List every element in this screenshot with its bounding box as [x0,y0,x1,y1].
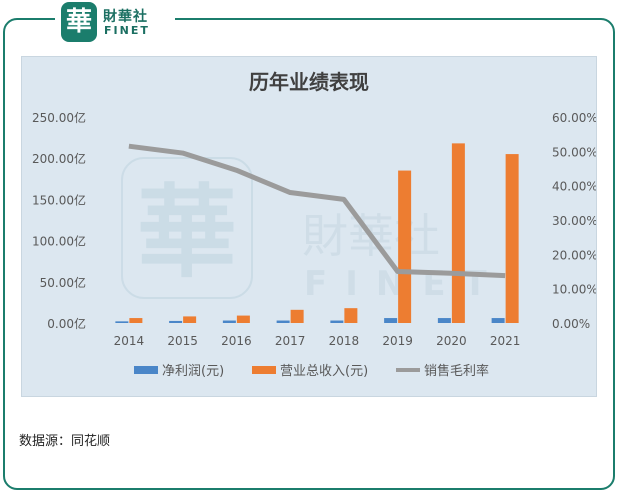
x-tick-label: 2018 [329,334,360,348]
x-tick-label: 2019 [382,334,413,348]
line-series [128,143,506,279]
bar-series [115,143,519,323]
chart-area: 華 財華社 FINET 历年业绩表现 0.00亿 50.00亿 100.00亿 150… [21,56,597,397]
bar-net-profit [491,318,505,323]
y-left-tick-label: 250.00亿 [32,110,86,125]
legend: 净利润(元) 营业总收入(元) 销售毛利率 [134,363,489,379]
y-left-tick-label: 200.00亿 [32,151,86,166]
y-right-tick-label: 50.00% [552,145,596,159]
x-tick-label: 2016 [221,334,252,348]
finet-logo: 華 財華社 FINET [55,0,175,44]
bar-net-profit [384,318,398,323]
bar-net-profit [169,320,183,323]
legend-gross-margin-label: 销售毛利率 [424,363,489,379]
x-tick-label: 2015 [167,334,198,348]
legend-net-profit-swatch [134,366,158,374]
watermark: 華 財華社 FINET [121,157,487,304]
y-left-tick-label: 0.00亿 [47,316,86,331]
x-tick-label: 2017 [275,334,306,348]
bar-revenue [344,308,358,323]
logo-name-en: FINET [104,24,150,37]
y-right-tick-label: 0.00% [552,317,590,331]
y-right-tick-label: 20.00% [552,248,596,262]
y-axis-right: 0.00% 10.00% 20.00% 30.00% 40.00% 50.00% 60.00… [552,111,596,331]
bar-revenue [183,316,197,323]
y-left-tick-label: 50.00亿 [40,275,86,290]
bar-revenue [236,315,250,323]
legend-revenue-label: 营业总收入(元) [280,364,368,379]
y-axis-left: 0.00亿 50.00亿 100.00亿 150.00亿 200.00亿 250.00亿 [32,110,86,331]
bar-revenue [505,154,519,323]
y-left-tick-label: 100.00亿 [32,234,86,249]
bar-net-profit [222,320,236,323]
legend-revenue-swatch [252,366,276,374]
bar-revenue [290,309,304,323]
y-left-tick-label: 150.00亿 [32,192,86,207]
legend-net-profit-label: 净利润(元) [162,364,224,379]
y-right-tick-label: 10.00% [552,283,596,297]
x-axis: 2014 2015 2016 2017 2018 2019 2020 2021 [114,334,521,348]
x-tick-label: 2021 [490,334,521,348]
y-right-tick-label: 60.00% [552,111,596,125]
logo-badge-icon: 華 [61,2,97,42]
data-source-note: 数据源：同花顺 [19,434,111,449]
bar-net-profit [115,321,129,323]
chart-title: 历年业绩表现 [249,70,369,94]
x-tick-label: 2020 [436,334,467,348]
y-right-tick-label: 40.00% [552,180,596,194]
x-tick-label: 2014 [114,334,145,348]
bar-revenue [398,170,412,323]
bar-net-profit [330,320,344,323]
y-right-tick-label: 30.00% [552,214,596,228]
watermark-badge: 華 [137,173,237,291]
logo-name-cn: 財華社 [103,9,148,25]
bar-revenue [451,143,465,323]
line-gross-margin [128,143,506,279]
bar-revenue [129,318,143,323]
bar-net-profit [276,320,290,323]
chart: 華 財華社 FINET 历年业绩表现 0.00亿 50.00亿 100.00亿 150… [32,70,596,379]
bar-net-profit [437,318,451,323]
